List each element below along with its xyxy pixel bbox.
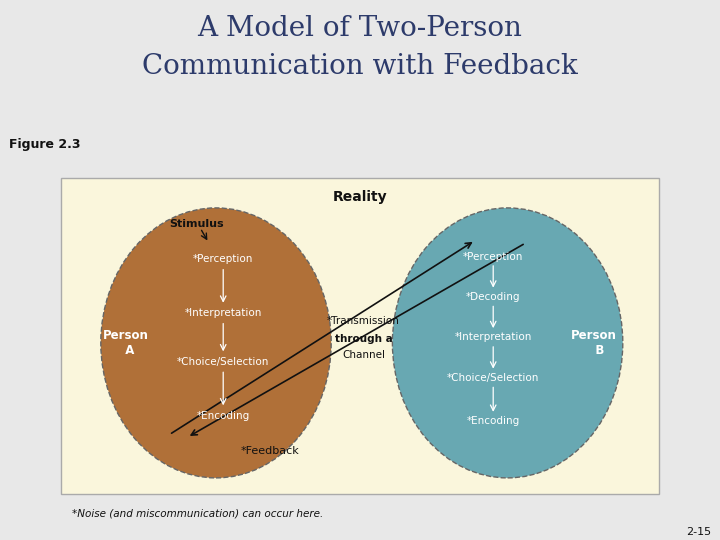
Text: *Decoding: *Decoding bbox=[466, 292, 521, 302]
Text: *Interpretation: *Interpretation bbox=[454, 333, 532, 342]
Text: *Encoding: *Encoding bbox=[197, 411, 250, 421]
Text: *Transmission: *Transmission bbox=[327, 316, 400, 326]
FancyBboxPatch shape bbox=[61, 178, 659, 494]
Text: Figure 2.3: Figure 2.3 bbox=[9, 138, 80, 151]
Text: *Interpretation: *Interpretation bbox=[184, 308, 262, 318]
Text: Person
  A: Person A bbox=[103, 329, 149, 357]
Text: 2-15: 2-15 bbox=[686, 527, 711, 537]
Ellipse shape bbox=[392, 208, 623, 478]
Text: through a: through a bbox=[335, 334, 392, 344]
Text: A Model of Two-Person
Communication with Feedback: A Model of Two-Person Communication with… bbox=[142, 15, 578, 80]
Text: *Feedback: *Feedback bbox=[240, 446, 300, 456]
Text: Person
   B: Person B bbox=[571, 329, 617, 357]
Text: Channel: Channel bbox=[342, 350, 385, 360]
Text: *Perception: *Perception bbox=[463, 252, 523, 261]
Ellipse shape bbox=[101, 208, 331, 478]
Text: *Perception: *Perception bbox=[193, 254, 253, 264]
Text: Reality: Reality bbox=[333, 190, 387, 204]
Text: *Choice/Selection: *Choice/Selection bbox=[447, 373, 539, 383]
Text: *Choice/Selection: *Choice/Selection bbox=[177, 357, 269, 367]
Text: Stimulus: Stimulus bbox=[169, 219, 224, 229]
Text: *Encoding: *Encoding bbox=[467, 416, 520, 426]
Text: *Noise (and miscommunication) can occur here.: *Noise (and miscommunication) can occur … bbox=[72, 508, 323, 518]
